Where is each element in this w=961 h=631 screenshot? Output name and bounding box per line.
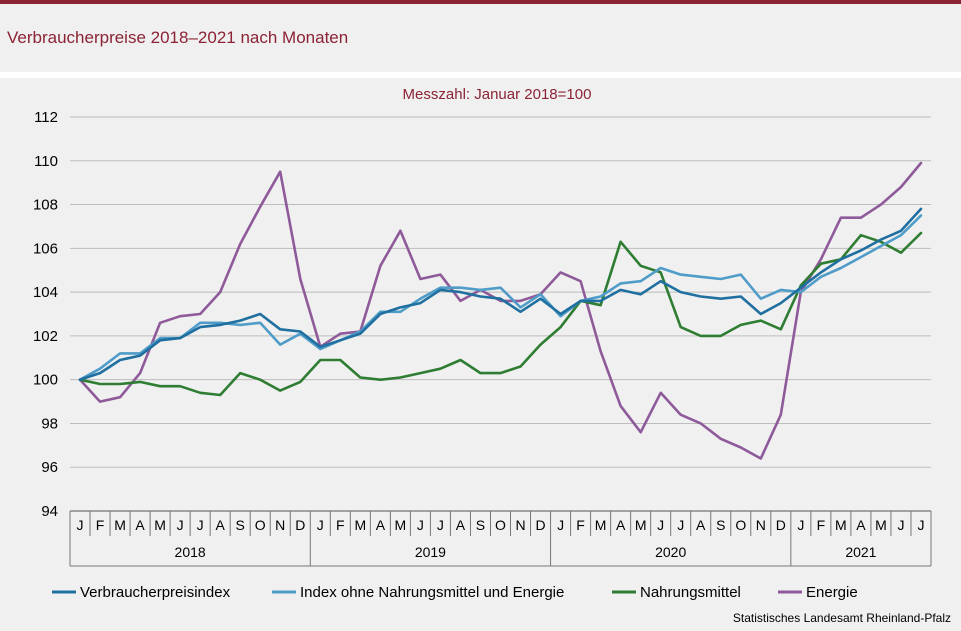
legend-label: Nahrungsmittel — [640, 584, 741, 601]
month-tick-label: A — [216, 517, 226, 533]
source-note: Statistisches Landesamt Rheinland-Pfalz — [732, 611, 951, 625]
month-tick-label: N — [756, 517, 766, 533]
month-tick-label: A — [616, 517, 626, 533]
month-tick-label: F — [336, 517, 345, 533]
year-label: 2020 — [655, 544, 686, 560]
month-tick-label: M — [154, 517, 166, 533]
series-line-verbraucherpreisindex — [78, 207, 923, 382]
month-tick-label: D — [776, 517, 786, 533]
month-tick-label: J — [797, 517, 804, 533]
year-label: 2019 — [415, 544, 446, 560]
month-tick-label: J — [177, 517, 184, 533]
month-tick-label: J — [317, 517, 324, 533]
month-tick-label: M — [355, 517, 367, 533]
month-tick-label: D — [535, 517, 545, 533]
chart-panel: Messzahl: Januar 2018=100 94 96 98 100 102 10… — [0, 78, 961, 631]
month-tick-label: J — [897, 517, 904, 533]
month-tick-label: M — [635, 517, 647, 533]
month-tick-label: J — [557, 517, 564, 533]
series-lines — [78, 161, 923, 460]
y-tick-label: 108 — [33, 197, 58, 214]
legend-label: Index ohne Nahrungsmittel und Energie — [300, 584, 564, 601]
legend-label: Energie — [806, 584, 858, 601]
top-accent-bar — [0, 0, 961, 4]
y-axis: 94 96 98 100 102 104 106 108 110 112 — [33, 109, 58, 520]
month-tick-label: J — [917, 517, 924, 533]
month-tick-label: S — [476, 517, 485, 533]
month-tick-label: A — [856, 517, 866, 533]
year-label: 2021 — [845, 544, 876, 560]
line-chart: Messzahl: Januar 2018=100 94 96 98 100 102 10… — [33, 86, 932, 601]
y-tick-label: 106 — [33, 240, 58, 257]
y-tick-label: 112 — [34, 109, 58, 126]
legend: Verbraucherpreisindex Index ohne Nahrungs… — [52, 584, 858, 601]
month-tick-label: J — [77, 517, 84, 533]
month-tick-label: F — [96, 517, 105, 533]
month-tick-label: N — [275, 517, 285, 533]
month-tick-label: D — [295, 517, 305, 533]
month-tick-label: J — [417, 517, 424, 533]
month-tick-label: A — [376, 517, 386, 533]
month-tick-label: S — [236, 517, 245, 533]
legend-label: Verbraucherpreisindex — [80, 584, 231, 601]
header: Verbraucherpreise 2018–2021 nach Monaten — [0, 4, 961, 72]
month-tick-label: O — [495, 517, 506, 533]
month-tick-label: A — [135, 517, 145, 533]
month-tick-label: O — [735, 517, 746, 533]
month-tick-label: M — [395, 517, 407, 533]
chart-title: Verbraucherpreise 2018–2021 nach Monaten — [7, 28, 349, 47]
y-tick-label: 104 — [33, 284, 58, 301]
month-tick-label: M — [835, 517, 847, 533]
month-tick-label: M — [595, 517, 607, 533]
month-tick-label: M — [875, 517, 887, 533]
y-tick-label: 98 — [41, 415, 58, 432]
month-tick-label: S — [716, 517, 725, 533]
series-line-nahrungsmittel — [78, 231, 923, 397]
month-tick-label: M — [114, 517, 126, 533]
month-tick-label: O — [255, 517, 266, 533]
y-tick-label: 102 — [33, 328, 58, 345]
month-tick-label: A — [696, 517, 706, 533]
y-tick-label: 96 — [41, 459, 58, 476]
month-tick-label: J — [197, 517, 204, 533]
series-line-energie — [78, 161, 923, 460]
month-tick-label: J — [677, 517, 684, 533]
series-line-index-ohne-nahrungsmittel-und-energie — [78, 214, 923, 382]
y-tick-label: 110 — [34, 153, 58, 170]
year-label: 2018 — [175, 544, 206, 560]
y-tick-label: 100 — [33, 372, 58, 389]
month-tick-label: J — [437, 517, 444, 533]
month-tick-label: F — [576, 517, 585, 533]
month-tick-label: J — [657, 517, 664, 533]
month-tick-label: F — [817, 517, 826, 533]
month-tick-label: A — [456, 517, 466, 533]
month-tick-label: N — [515, 517, 525, 533]
chart-subtitle: Messzahl: Januar 2018=100 — [403, 86, 592, 103]
y-tick-label: 94 — [41, 503, 58, 520]
